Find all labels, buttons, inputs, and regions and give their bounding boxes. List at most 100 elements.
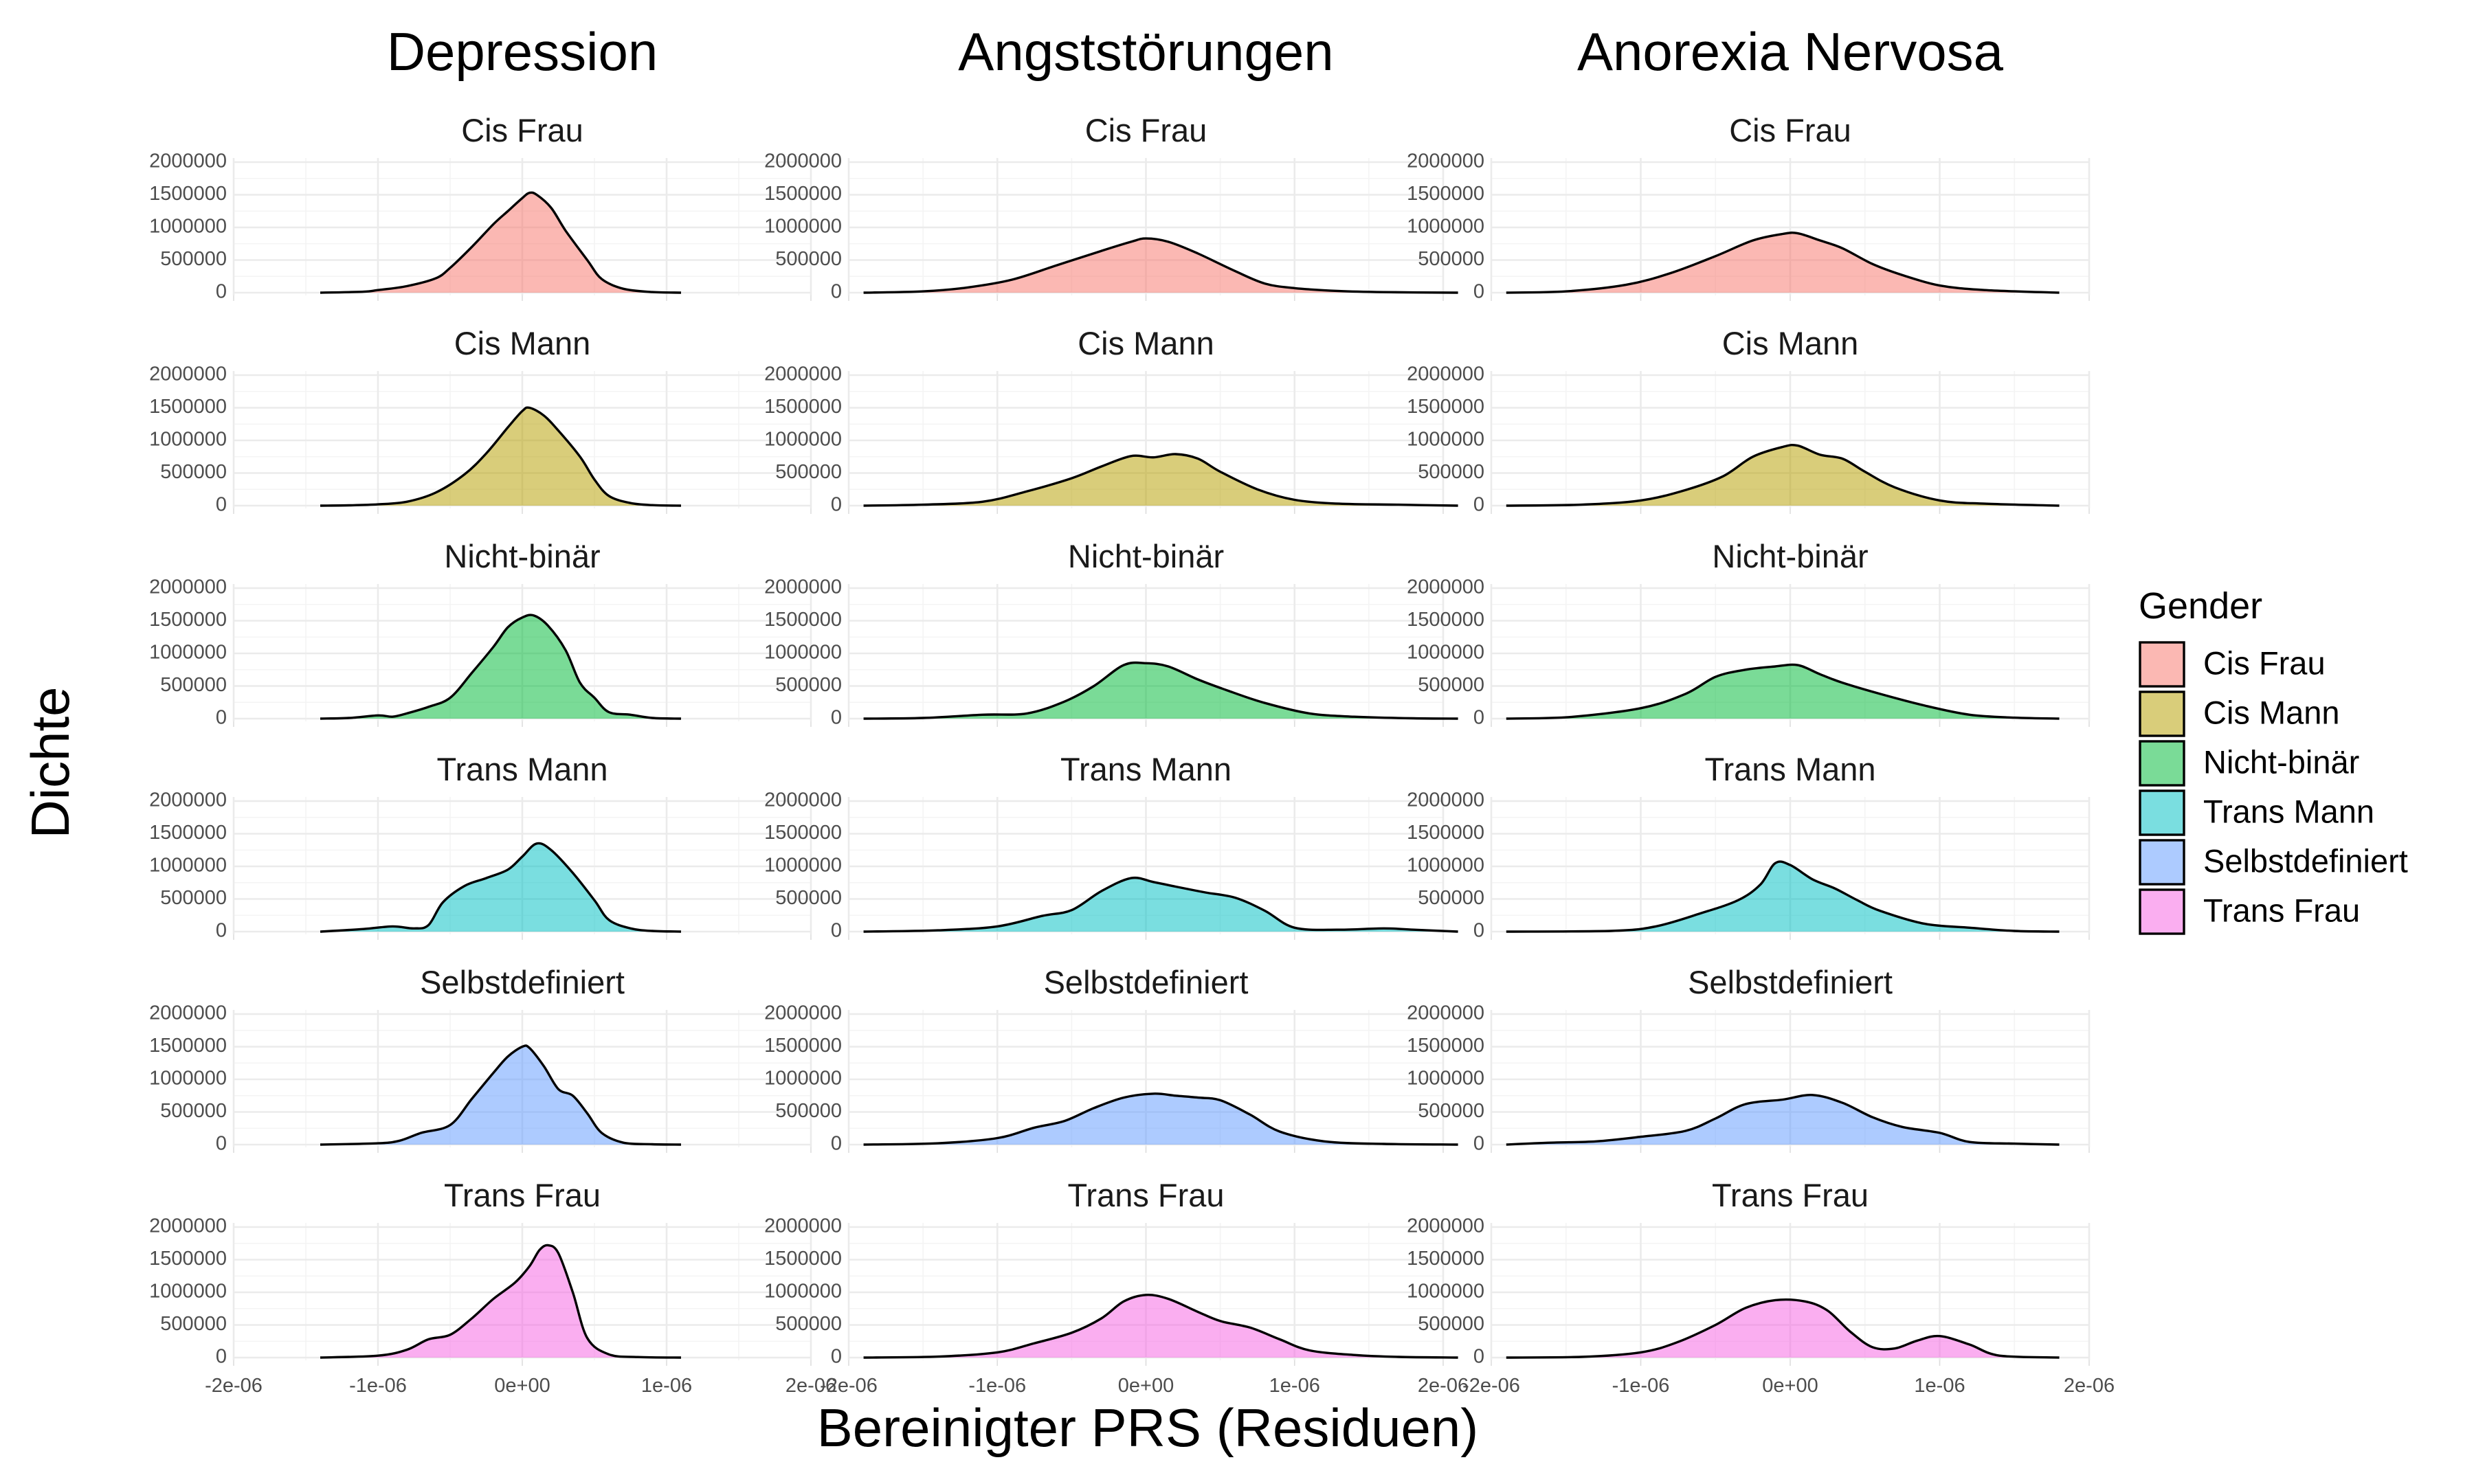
y-tick-label: 1000000 (764, 642, 842, 664)
y-tick-label: 1500000 (1407, 1248, 1484, 1270)
y-tick-label: 0 (831, 1346, 842, 1368)
y-tick-label: 2000000 (1407, 1215, 1484, 1237)
x-tick-label: 1e-06 (1914, 1375, 1965, 1397)
y-tick-label: 0 (831, 1133, 842, 1155)
y-tick-label: 500000 (775, 248, 842, 270)
y-tick-label: 1000000 (149, 429, 227, 451)
y-tick-label: 1000000 (764, 429, 842, 451)
column-title: Depression (387, 21, 658, 82)
density-area (320, 1044, 682, 1146)
density-area (863, 1092, 1458, 1146)
strip-label: Cis Mann (454, 325, 591, 361)
x-tick-label: 2e-06 (1418, 1375, 1469, 1397)
facet-panel: Nicht-binär 0 500000 1000000 1500000 2000000 (149, 538, 812, 729)
y-tick-label: 0 (216, 281, 227, 303)
y-tick-label: 1500000 (764, 1248, 842, 1270)
y-tick-label: 0 (216, 1133, 227, 1155)
y-tick-label: 2000000 (1407, 1002, 1484, 1024)
legend-key (2139, 888, 2185, 935)
legend-key (2139, 839, 2185, 886)
facet-panel: Trans Mann 0 500000 1000000 1500000 2000000 (149, 751, 812, 942)
legend-key (2139, 789, 2185, 836)
y-tick-label: 2000000 (149, 789, 227, 811)
y-tick-label: 1500000 (149, 822, 227, 844)
y-tick-label: 1000000 (149, 216, 227, 238)
density-area (1506, 1094, 2060, 1146)
y-tick-label: 1000000 (764, 1068, 842, 1090)
legend-key (2139, 641, 2185, 688)
y-tick-label: 1000000 (764, 216, 842, 238)
legend-title: Gender (2139, 585, 2262, 627)
y-tick-label: 500000 (160, 674, 227, 696)
y-tick-label: 1000000 (1407, 642, 1484, 664)
density-area (1506, 663, 2060, 720)
y-tick-label: 0 (216, 1346, 227, 1368)
y-tick-label: 500000 (775, 674, 842, 696)
y-tick-label: 0 (1473, 707, 1484, 729)
facet-panel: Cis Mann 0 500000 1000000 1500000 2000000 (1407, 325, 2091, 516)
facet-panel: Selbstdefiniert 0 500000 1000000 1500000 2000… (764, 964, 1458, 1155)
y-tick-label: 1500000 (1407, 1035, 1484, 1057)
x-tick-label: 1e-06 (641, 1375, 692, 1397)
y-tick-label: 1000000 (1407, 216, 1484, 238)
density-area (320, 191, 682, 294)
y-tick-label: 2000000 (1407, 789, 1484, 811)
facet-panel: Trans Mann 0 500000 1000000 1500000 2000000 (764, 751, 1458, 942)
y-tick-label: 2000000 (1407, 150, 1484, 172)
y-tick-label: 2000000 (764, 1002, 842, 1024)
facet-panel: Trans Frau 0 500000 1000000 1500000 2000000 -2… (149, 1177, 836, 1397)
legend-item: Trans Frau (2139, 888, 2360, 935)
density-area (320, 842, 682, 933)
density-area (863, 876, 1458, 933)
legend-item: Selbstdefiniert (2139, 839, 2408, 886)
legend-key (2139, 740, 2185, 787)
y-tick-label: 1500000 (1407, 609, 1484, 631)
y-tick-label: 1500000 (149, 183, 227, 205)
y-tick-label: 0 (1473, 281, 1484, 303)
y-tick-label: 500000 (775, 1100, 842, 1122)
y-tick-label: 1500000 (149, 1035, 227, 1057)
legend-items: Cis Frau Cis Mann Nicht-binär Trans Mann Sel… (2139, 641, 2408, 935)
y-tick-label: 1500000 (764, 1035, 842, 1057)
y-tick-label: 1500000 (149, 609, 227, 631)
facet-panel: Nicht-binär 0 500000 1000000 1500000 2000000 (764, 538, 1458, 729)
x-tick-label: -1e-06 (1612, 1375, 1670, 1397)
y-tick-label: 2000000 (149, 150, 227, 172)
y-tick-label: 0 (216, 920, 227, 942)
y-tick-label: 1500000 (1407, 822, 1484, 844)
strip-label: Selbstdefiniert (1044, 964, 1249, 1000)
y-tick-label: 500000 (1418, 248, 1484, 270)
y-tick-label: 0 (831, 494, 842, 516)
strip-label: Nicht-binär (444, 538, 600, 574)
y-tick-label: 500000 (160, 1100, 227, 1122)
y-tick-label: 0 (831, 707, 842, 729)
y-tick-label: 2000000 (149, 363, 227, 385)
facet-panels: Cis Frau0500000100000015000002000000Cis … (149, 112, 2115, 1397)
strip-label: Cis Frau (1729, 112, 1851, 148)
y-tick-label: 1000000 (1407, 1068, 1484, 1090)
strip-label: Trans Frau (444, 1177, 601, 1213)
facet-panel: Trans Frau 0 500000 1000000 1500000 2000000 -2… (1407, 1177, 2115, 1397)
facet-panel: Cis Frau 0 500000 1000000 1500000 2000000 (764, 112, 1458, 303)
legend-item: Cis Mann (2139, 690, 2340, 737)
y-tick-label: 2000000 (1407, 363, 1484, 385)
y-tick-label: 500000 (1418, 674, 1484, 696)
x-tick-label: -2e-06 (820, 1375, 878, 1397)
density-area (1506, 443, 2060, 507)
y-tick-label: 1500000 (149, 1248, 227, 1270)
y-tick-label: 2000000 (764, 576, 842, 598)
y-tick-label: 0 (1473, 1133, 1484, 1155)
density-area (1506, 860, 2060, 933)
strip-label: Cis Frau (461, 112, 583, 148)
facet-panel: Selbstdefiniert 0 500000 1000000 1500000 2000… (1407, 964, 2091, 1155)
y-tick-label: 1000000 (149, 855, 227, 877)
facet-panel: Cis Frau 0 500000 1000000 1500000 2000000 (149, 112, 812, 303)
density-area (1506, 1298, 2060, 1359)
facet-panel: Cis Mann 0 500000 1000000 1500000 2000000 (764, 325, 1458, 516)
legend-label: Selbstdefiniert (2203, 842, 2408, 879)
y-tick-label: 500000 (775, 1313, 842, 1335)
y-axis-title: Dichte (20, 686, 80, 838)
y-tick-label: 2000000 (764, 363, 842, 385)
facet-panel: Nicht-binär 0 500000 1000000 1500000 2000000 (1407, 538, 2091, 729)
